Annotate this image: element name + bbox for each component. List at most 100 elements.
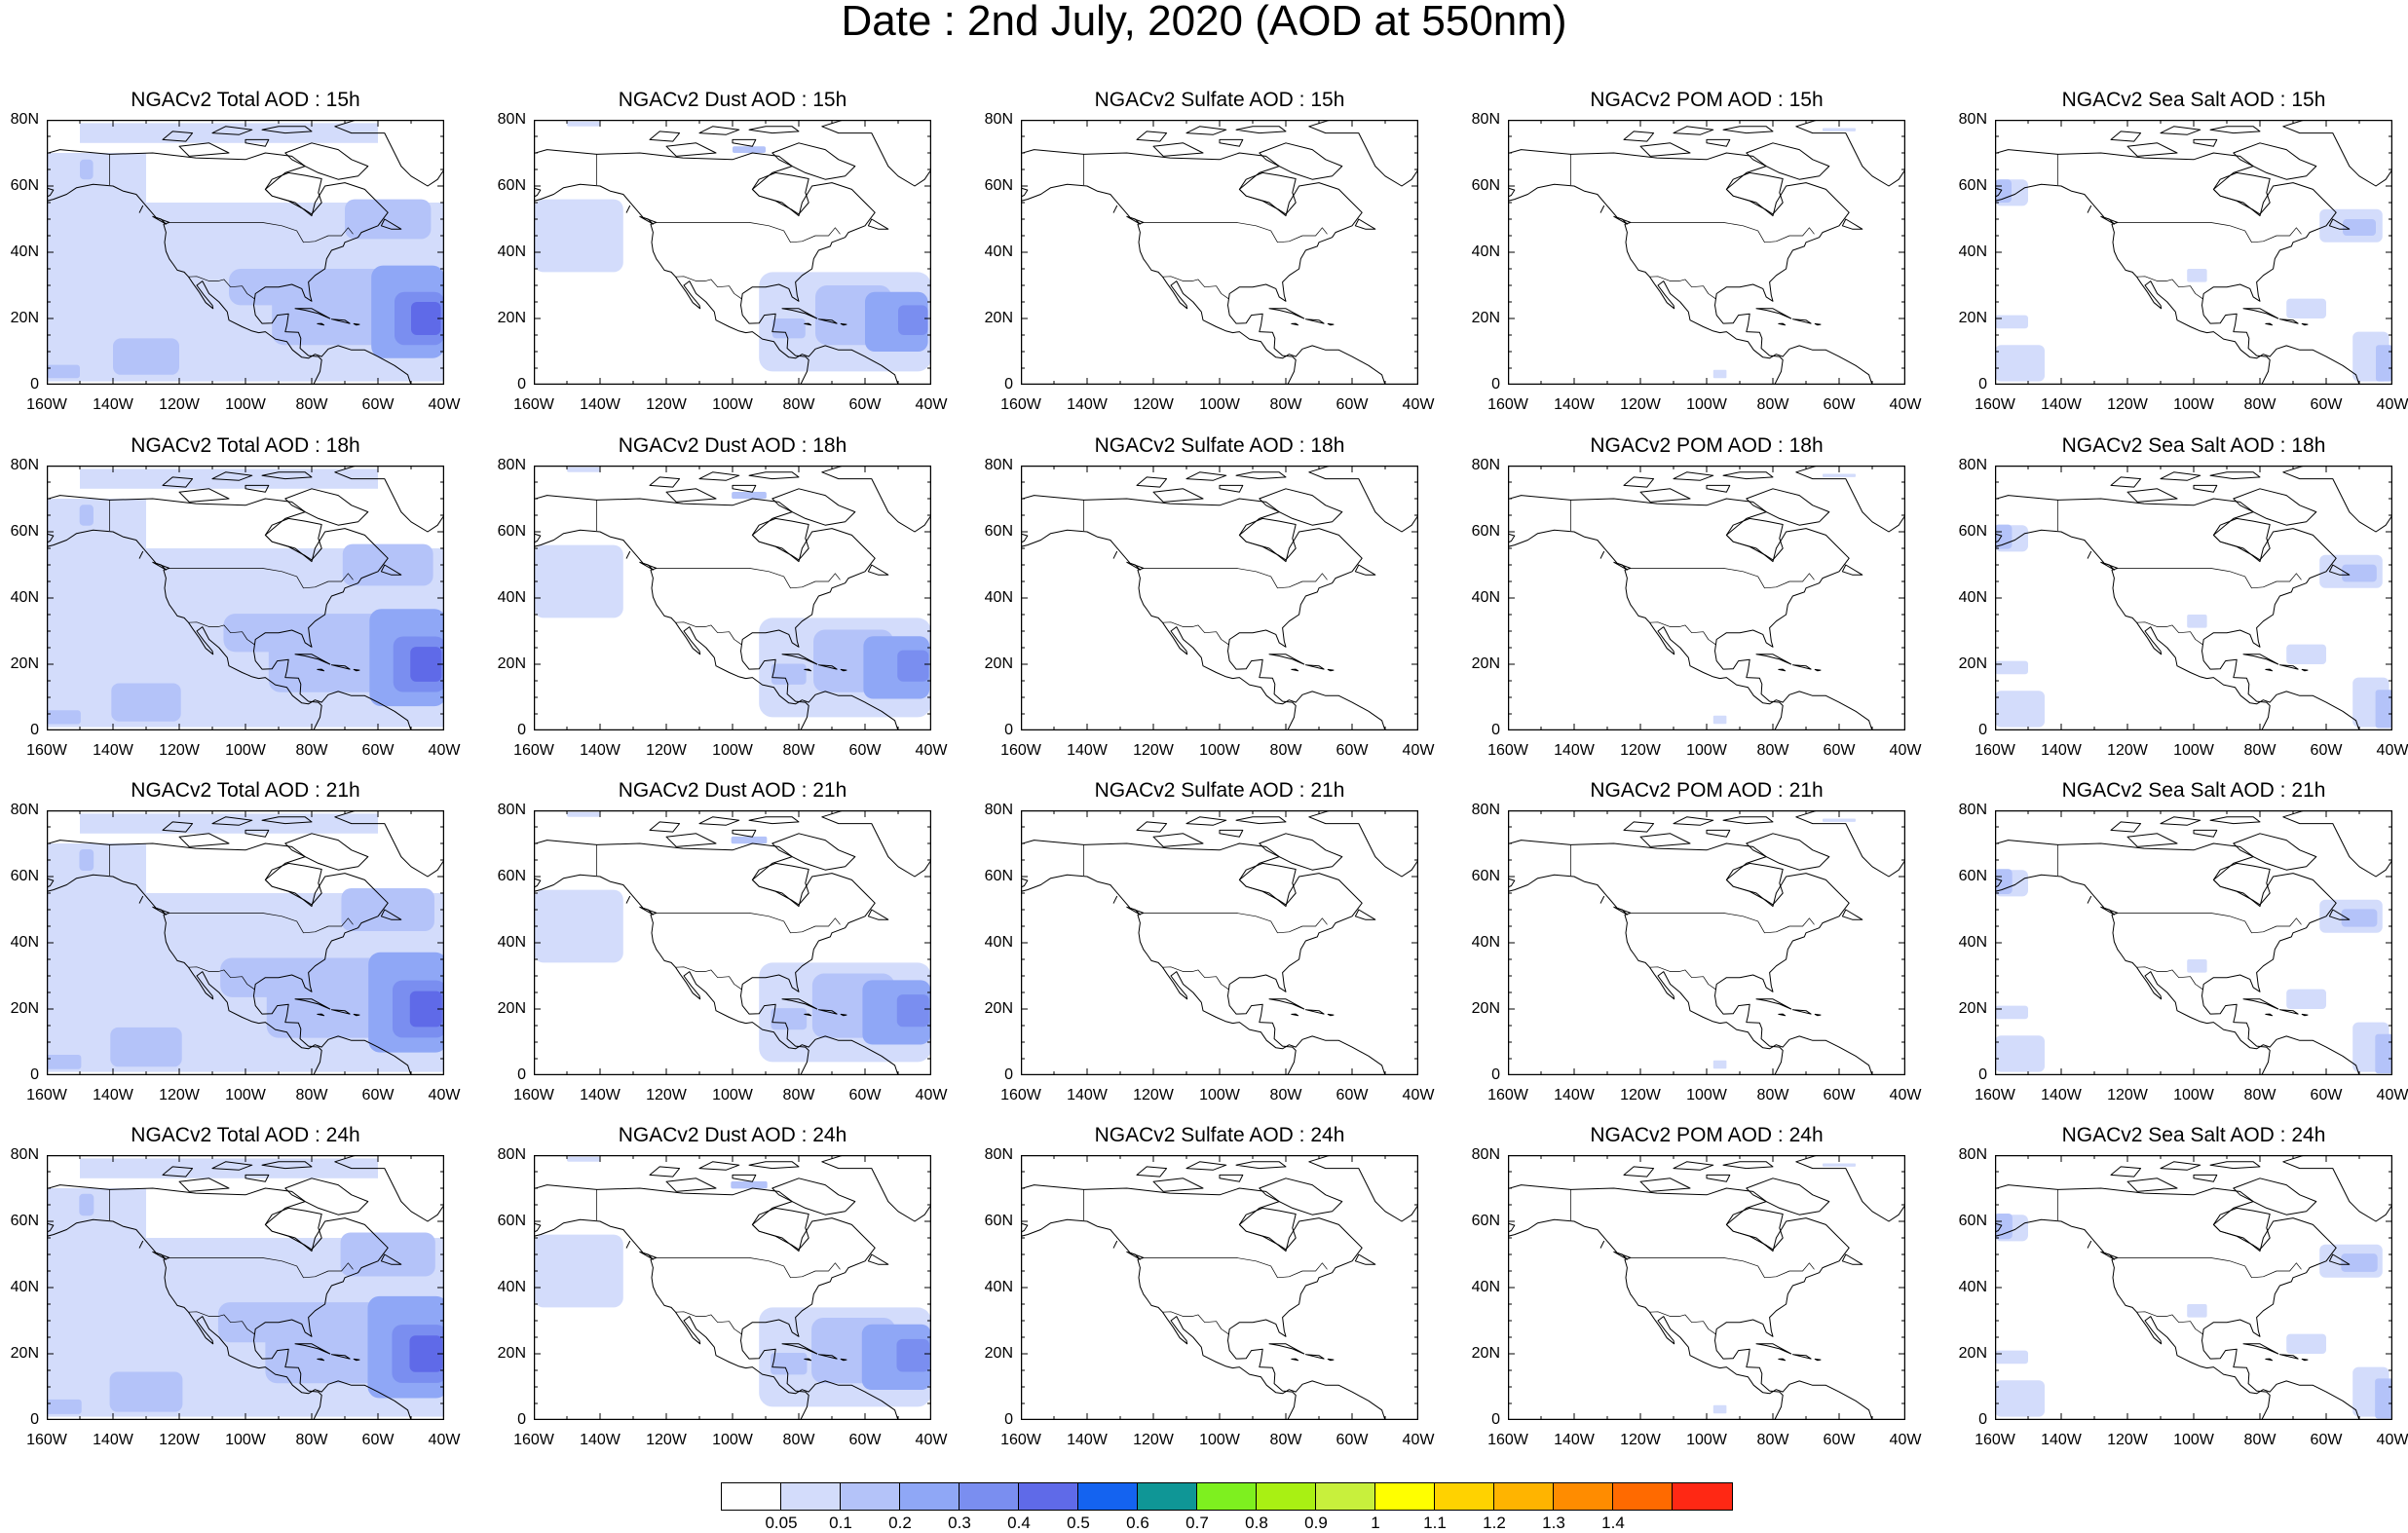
island-coastline bbox=[380, 564, 402, 576]
island-coastline bbox=[867, 1253, 889, 1265]
lon-tick-label: 80W bbox=[1269, 742, 1302, 759]
island-coastline bbox=[2193, 829, 2218, 838]
lon-tick-label: 140W bbox=[93, 1432, 133, 1448]
lon-tick-label: 100W bbox=[225, 396, 266, 413]
us-canada-border bbox=[169, 1257, 354, 1279]
island-coastline bbox=[2328, 218, 2351, 230]
island-coastline bbox=[1136, 1166, 1168, 1178]
panel-title: NGACv2 Total AOD : 18h bbox=[131, 434, 360, 457]
island-coastline bbox=[2242, 308, 2279, 319]
lat-tick-label: 80N bbox=[1958, 111, 1987, 128]
island-coastline bbox=[2209, 471, 2261, 480]
aod-patch-mid bbox=[110, 1027, 182, 1067]
island-coastline bbox=[1613, 1251, 1628, 1260]
island-coastline bbox=[1235, 471, 1287, 480]
island-coastline bbox=[649, 476, 681, 488]
lon-tick-label: 40W bbox=[915, 742, 948, 759]
panel-title: NGACv2 Total AOD : 24h bbox=[131, 1124, 360, 1146]
aod-patch-low bbox=[1995, 1035, 2045, 1072]
island-coastline bbox=[1623, 476, 1655, 488]
lon-tick-label: 40W bbox=[428, 1087, 461, 1103]
map-total-15h bbox=[47, 120, 444, 385]
lon-tick-label: 100W bbox=[2173, 1087, 2214, 1103]
aod-patch-low bbox=[567, 1156, 600, 1162]
aod-patch-low bbox=[2187, 959, 2207, 973]
lat-tick-label: 0 bbox=[30, 1066, 39, 1083]
island-coastline bbox=[317, 1358, 325, 1362]
lat-tick-label: 20N bbox=[984, 1000, 1013, 1017]
lon-tick-label: 40W bbox=[915, 396, 948, 413]
hudson-bay-coastline bbox=[1238, 862, 1297, 906]
aod-patch-mid bbox=[113, 338, 179, 375]
hudson-bay-coastline bbox=[751, 517, 809, 561]
lat-tick-label: 0 bbox=[517, 1066, 526, 1083]
island-coastline bbox=[2301, 322, 2309, 326]
lon-tick-label: 160W bbox=[26, 1432, 67, 1448]
lon-tick-label: 80W bbox=[782, 1432, 815, 1448]
island-coastline bbox=[698, 471, 740, 481]
aod-patch-low bbox=[1823, 818, 1856, 822]
colorbar-label: 0.05 bbox=[765, 1514, 798, 1532]
colorbar-label: 0.7 bbox=[1185, 1514, 1209, 1532]
us-canada-border bbox=[2117, 222, 2302, 243]
island-coastline bbox=[2160, 126, 2201, 135]
island-coastline bbox=[817, 1009, 838, 1015]
aod-patch-low bbox=[534, 889, 623, 963]
lat-tick-label: 60N bbox=[497, 868, 526, 884]
lon-tick-label: 40W bbox=[915, 1432, 948, 1448]
island-coastline bbox=[2233, 142, 2317, 180]
aod-patch-low bbox=[534, 199, 623, 273]
lon-tick-label: 140W bbox=[580, 396, 621, 413]
lat-tick-label: 40N bbox=[10, 934, 39, 951]
island-coastline bbox=[2110, 821, 2142, 833]
island-coastline bbox=[1623, 1166, 1655, 1178]
lon-tick-label: 140W bbox=[1067, 742, 1108, 759]
island-coastline bbox=[2087, 550, 2092, 559]
colorbar-label: 0.6 bbox=[1126, 1514, 1149, 1532]
colorbar-label: 1.1 bbox=[1423, 1514, 1447, 1532]
lon-tick-label: 120W bbox=[1620, 742, 1661, 759]
island-coastline bbox=[178, 1178, 230, 1192]
hudson-bay-coastline bbox=[1238, 1207, 1297, 1251]
lon-tick-label: 100W bbox=[1199, 1087, 1240, 1103]
us-mexico-border bbox=[2136, 276, 2203, 300]
island-coastline bbox=[317, 1013, 325, 1017]
island-coastline bbox=[2278, 1009, 2299, 1015]
panel-title: NGACv2 Dust AOD : 18h bbox=[618, 434, 847, 457]
lon-tick-label: 120W bbox=[2107, 1432, 2148, 1448]
island-coastline bbox=[380, 1253, 402, 1265]
island-coastline bbox=[748, 1161, 800, 1170]
lat-tick-label: 0 bbox=[517, 1411, 526, 1428]
island-coastline bbox=[162, 476, 194, 488]
lat-tick-label: 60N bbox=[1958, 523, 1987, 540]
island-coastline bbox=[1722, 816, 1774, 825]
map-seasalt-24h bbox=[1995, 1155, 2392, 1420]
island-coastline bbox=[1623, 821, 1655, 833]
lon-tick-label: 80W bbox=[2243, 1087, 2276, 1103]
lon-tick-label: 140W bbox=[580, 742, 621, 759]
island-coastline bbox=[1599, 895, 1605, 904]
island-coastline bbox=[1791, 318, 1812, 324]
lat-tick-label: 0 bbox=[517, 376, 526, 393]
lat-tick-label: 80N bbox=[497, 111, 526, 128]
lon-tick-label: 140W bbox=[580, 1432, 621, 1448]
island-coastline bbox=[2328, 909, 2351, 920]
greenland-coastline bbox=[821, 466, 931, 533]
island-coastline bbox=[1841, 1253, 1863, 1265]
hudson-bay-coastline bbox=[1238, 517, 1297, 561]
map-sulfate-21h bbox=[1021, 810, 1418, 1075]
lon-tick-label: 60W bbox=[848, 396, 882, 413]
colorbar-swatch bbox=[781, 1483, 841, 1510]
island-coastline bbox=[639, 906, 654, 916]
island-coastline bbox=[1152, 142, 1204, 157]
lon-tick-label: 60W bbox=[1823, 1087, 1856, 1103]
lon-tick-label: 40W bbox=[1889, 396, 1922, 413]
us-canada-border bbox=[656, 1257, 841, 1279]
island-coastline bbox=[748, 816, 800, 825]
lat-tick-label: 40N bbox=[1958, 243, 1987, 260]
hudson-bay-coastline bbox=[2212, 171, 2271, 215]
lon-tick-label: 160W bbox=[1975, 1087, 2015, 1103]
island-coastline bbox=[2193, 484, 2218, 493]
lat-tick-label: 0 bbox=[1491, 1411, 1500, 1428]
island-coastline bbox=[2242, 654, 2279, 665]
